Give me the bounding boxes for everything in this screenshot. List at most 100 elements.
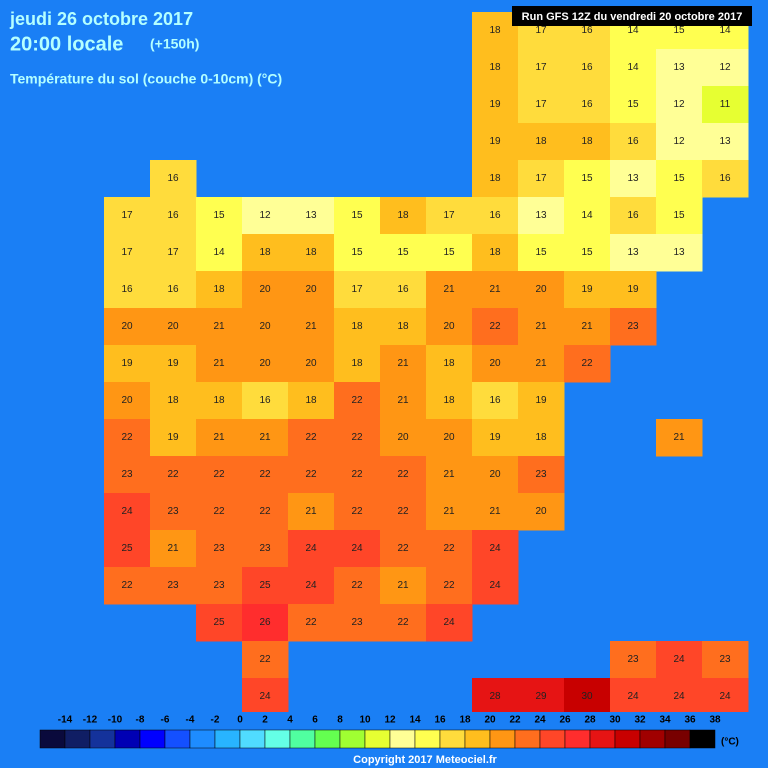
cell-value: 29 (535, 691, 547, 702)
cell-value: 18 (397, 321, 409, 332)
cell-value: 22 (443, 543, 455, 554)
cell (150, 160, 197, 198)
cell (380, 197, 427, 235)
cell-value: 28 (489, 691, 501, 702)
cell (334, 197, 381, 235)
cell (288, 530, 335, 568)
legend-swatch (689, 729, 716, 749)
cell-value: 12 (673, 99, 685, 110)
cell-value: 18 (489, 62, 501, 73)
cell-value: 24 (443, 617, 455, 628)
cell-value: 15 (673, 210, 685, 221)
cell-value: 13 (719, 136, 731, 147)
legend-label: -12 (83, 715, 98, 726)
cell (150, 197, 197, 235)
legend-swatch (239, 729, 266, 749)
cell-value: 22 (305, 617, 317, 628)
cell (426, 567, 473, 605)
legend-swatch (564, 729, 591, 749)
cell (104, 456, 151, 494)
cell-value: 14 (213, 247, 225, 258)
legend-label: 14 (409, 715, 421, 726)
legend-label: 38 (709, 715, 721, 726)
cell-value: 19 (167, 432, 179, 443)
cell (472, 234, 519, 272)
cell-value: 21 (213, 358, 225, 369)
cell-value: 12 (719, 62, 731, 73)
cell (702, 49, 749, 87)
cell-value: 25 (121, 543, 133, 554)
cell-value: 21 (305, 321, 317, 332)
cell (196, 567, 243, 605)
cell-value: 11 (720, 99, 731, 110)
legend-label: 20 (484, 715, 496, 726)
cell (288, 382, 335, 420)
legend-label: -10 (108, 715, 123, 726)
cell-value: 24 (489, 580, 501, 591)
cell (610, 86, 657, 124)
cell (104, 234, 151, 272)
cell (196, 345, 243, 383)
cell (564, 123, 611, 161)
cell-value: 24 (259, 691, 271, 702)
legend-swatch (139, 729, 166, 749)
cell (564, 271, 611, 309)
cell (472, 49, 519, 87)
cell-value: 16 (581, 62, 593, 73)
cell (288, 567, 335, 605)
cell (380, 604, 427, 642)
cell (564, 678, 611, 716)
cell-value: 23 (213, 580, 225, 591)
cell-value: 22 (305, 469, 317, 480)
cell-value: 15 (351, 247, 363, 258)
cell (242, 308, 289, 346)
legend-label: 16 (434, 715, 446, 726)
cell-value: 22 (121, 580, 133, 591)
cell (656, 234, 703, 272)
cell (380, 493, 427, 531)
cell (656, 419, 703, 457)
cell-value: 18 (489, 25, 501, 36)
cell-value: 19 (121, 358, 133, 369)
legend-label: 22 (509, 715, 521, 726)
cell-value: 16 (167, 210, 179, 221)
cell-value: 13 (627, 247, 639, 258)
cell (196, 604, 243, 642)
cell-value: 16 (627, 210, 639, 221)
cell-value: 21 (443, 469, 455, 480)
cell-value: 20 (305, 284, 317, 295)
cell (564, 345, 611, 383)
cell (656, 123, 703, 161)
legend-swatch (189, 729, 216, 749)
legend-label: 26 (559, 715, 571, 726)
legend-swatch (64, 729, 91, 749)
cell-value: 15 (351, 210, 363, 221)
legend-swatch (289, 729, 316, 749)
lead-time: (+150h) (150, 36, 199, 52)
cell (518, 271, 565, 309)
cell-value: 22 (351, 469, 363, 480)
cell (426, 271, 473, 309)
cell (380, 419, 427, 457)
time: 20:00 locale (10, 33, 123, 55)
cell-value: 18 (581, 136, 593, 147)
cell (150, 271, 197, 309)
cell (380, 567, 427, 605)
cell (472, 86, 519, 124)
cell (518, 345, 565, 383)
cell (702, 160, 749, 198)
cell-value: 18 (489, 173, 501, 184)
cell-value: 20 (535, 506, 547, 517)
cell-value: 22 (259, 654, 271, 665)
legend-swatch (264, 729, 291, 749)
cell-value: 22 (167, 469, 179, 480)
cell (150, 234, 197, 272)
subtitle: Température du sol (couche 0-10cm) (°C) (10, 71, 282, 87)
cell-value: 20 (443, 321, 455, 332)
cell-value: 22 (443, 580, 455, 591)
cell-value: 13 (535, 210, 547, 221)
cell-value: 22 (351, 580, 363, 591)
cell (426, 419, 473, 457)
cell (380, 530, 427, 568)
